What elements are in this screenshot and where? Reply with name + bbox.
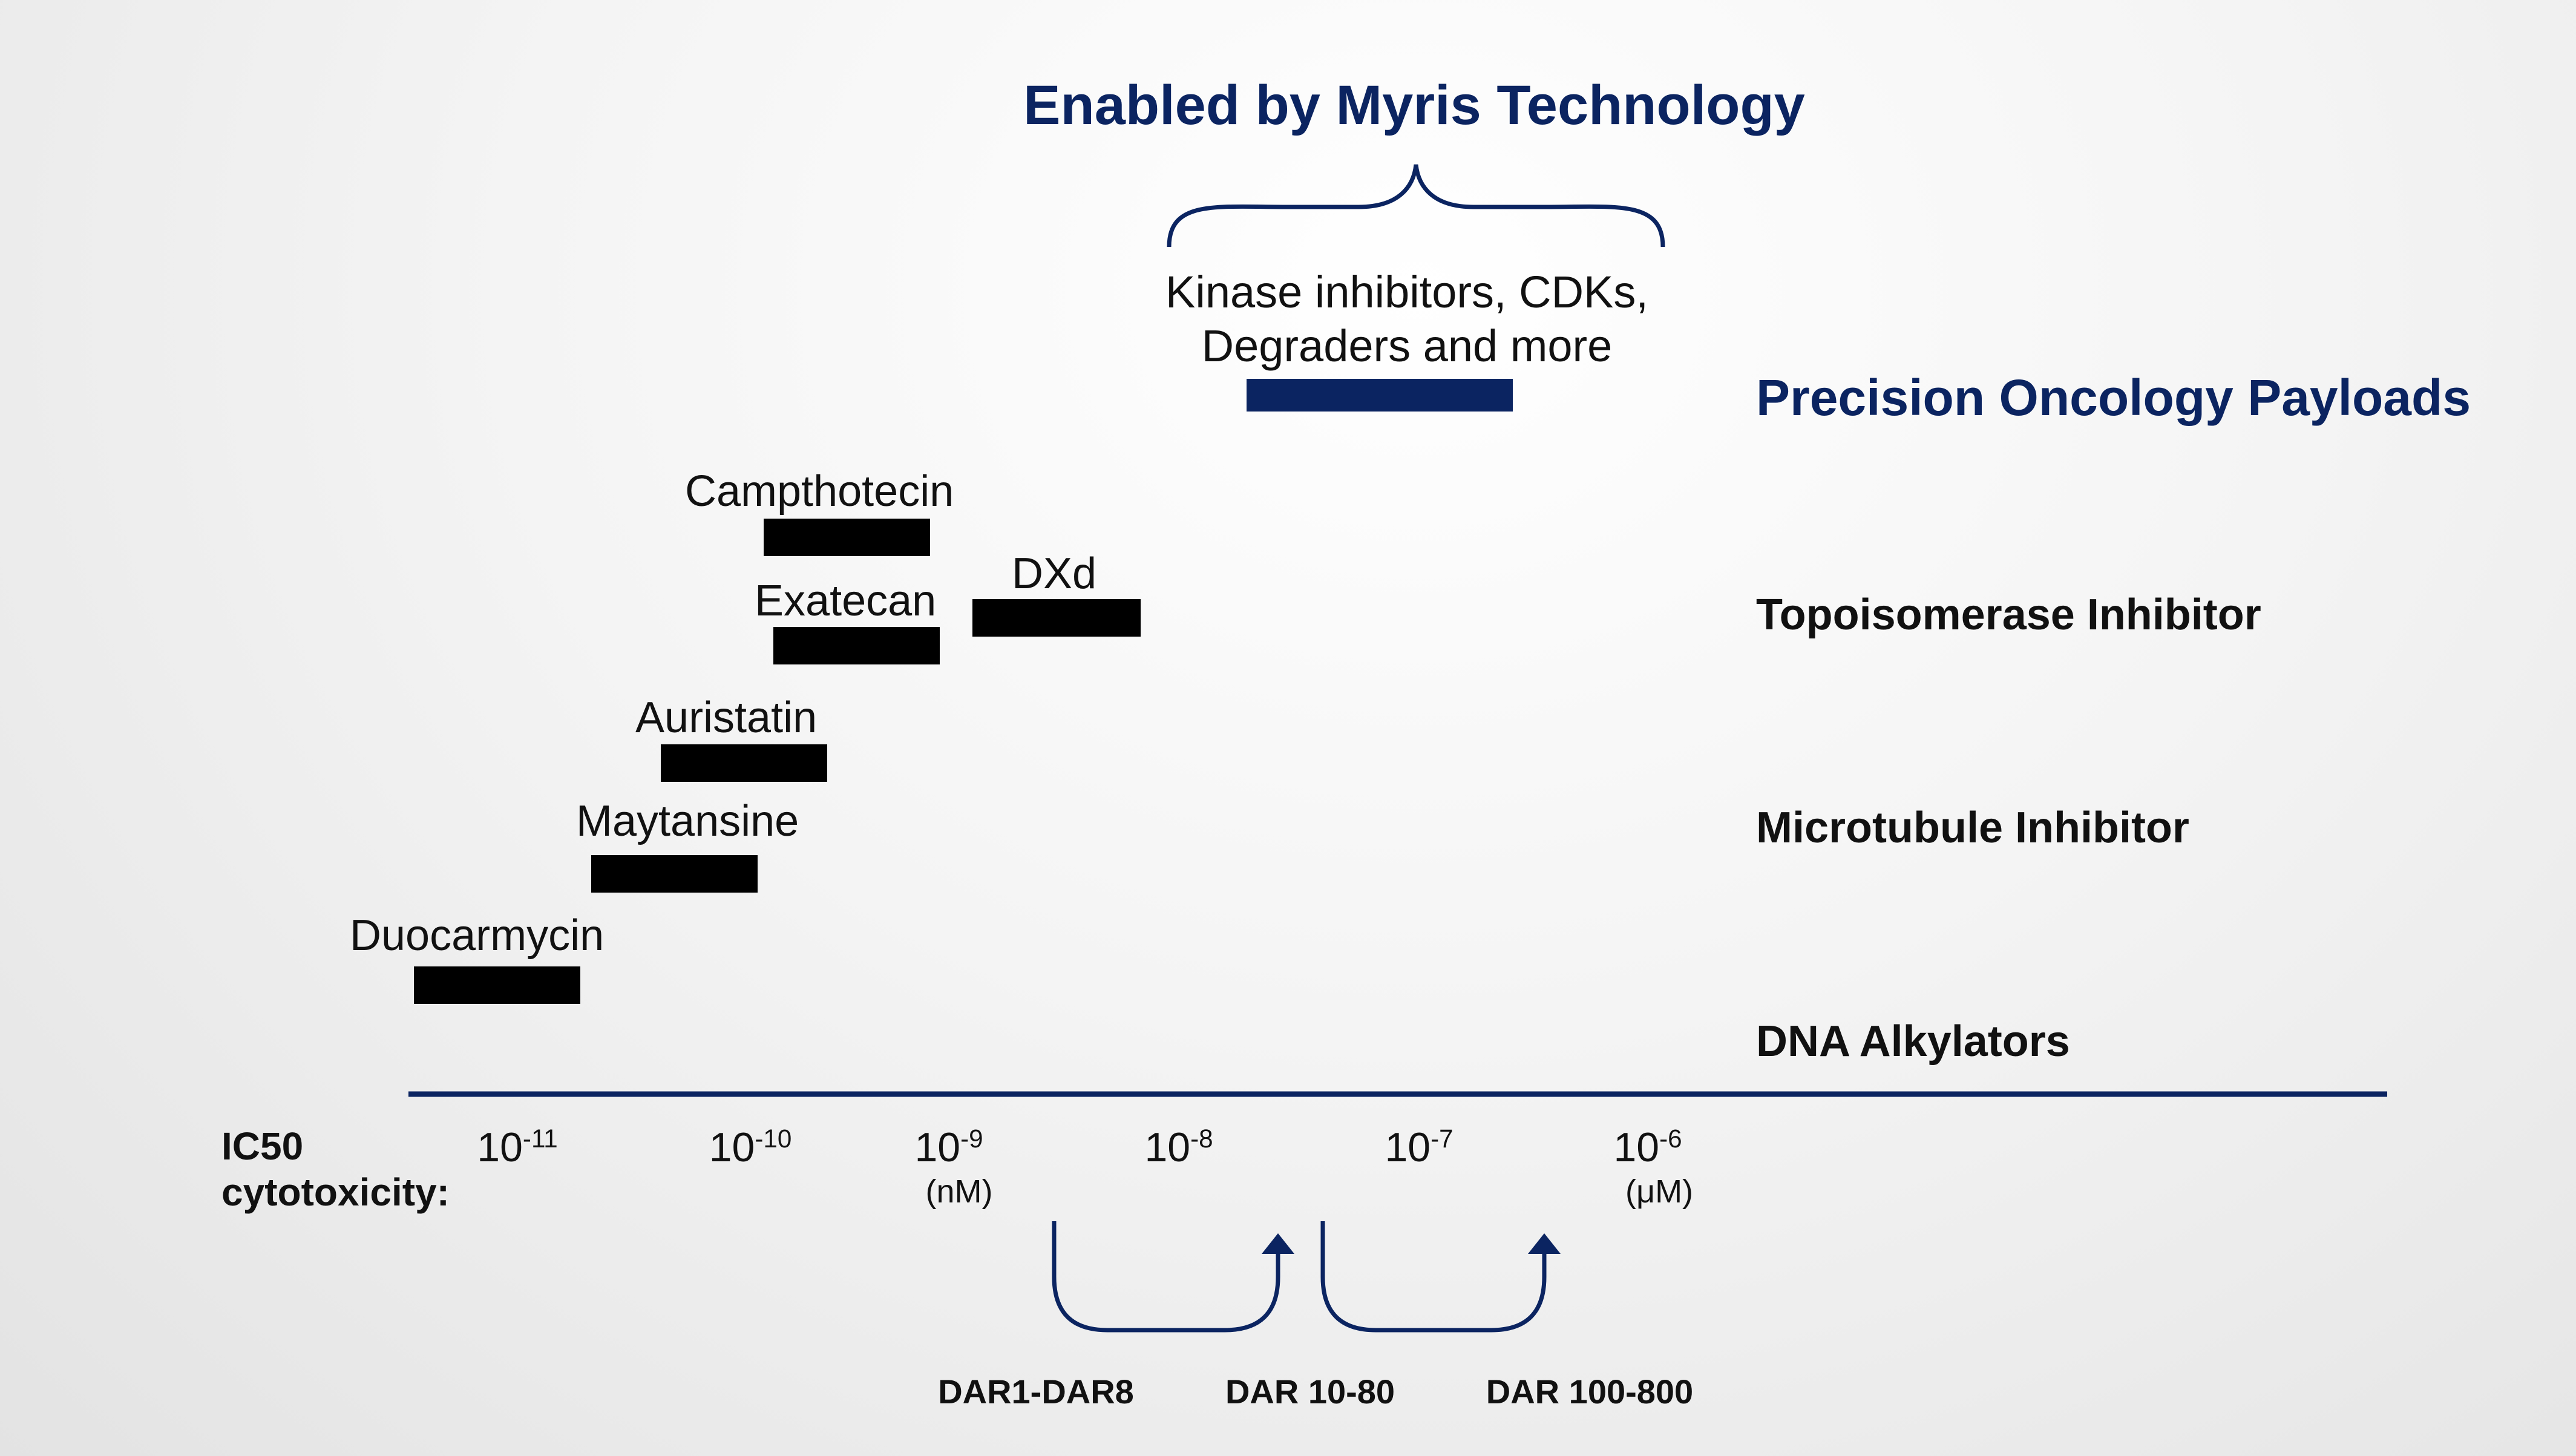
payload-bar-campthotecin [764, 519, 930, 556]
category-microtubule: Microtubule Inhibitor [1756, 804, 2189, 852]
tick-label-1e-7: 10-7 [1385, 1124, 1454, 1170]
axis-label-line2: cytotoxicity: [221, 1170, 450, 1214]
new-payloads-label-line1: Kinase inhibitors, CDKs, [1165, 267, 1648, 317]
payload-label-exatecan: Exatecan [755, 577, 937, 625]
dar-label-1: DAR1-DAR8 [938, 1372, 1134, 1411]
tick-unit-nm: (nM) [925, 1173, 993, 1210]
dar-label-3: DAR 100-800 [1486, 1372, 1694, 1411]
tick-label-1e-10: 10-10 [709, 1124, 792, 1170]
payload-label-dxd: DXd [1012, 549, 1097, 598]
dar-arrow-1 [1052, 1221, 1294, 1333]
payload-bar-dxd [972, 599, 1141, 637]
category-topoisomerase: Topoisomerase Inhibitor [1756, 591, 2261, 639]
category-dna-alkylators: DNA Alkylators [1756, 1017, 2070, 1066]
precision-oncology-bar [1247, 379, 1513, 412]
payload-label-duocarmycin: Duocarmycin [350, 911, 605, 960]
dar-arrow-2 [1320, 1221, 1561, 1333]
tick-label-1e-6: 10-6 [1613, 1124, 1682, 1170]
dar-label-2: DAR 10-80 [1225, 1372, 1395, 1411]
curly-brace [1167, 164, 1665, 248]
page-title: Enabled by Myris Technology [1023, 74, 1805, 136]
tick-label-1e-11: 10-11 [477, 1124, 558, 1170]
payload-label-campthotecin: Campthotecin [685, 467, 954, 516]
payload-label-auristatin: Auristatin [635, 694, 818, 742]
tick-unit-um: (μM) [1625, 1173, 1694, 1210]
payload-bar-maytansine [591, 855, 758, 893]
payload-bar-duocarmycin [414, 966, 580, 1004]
category-precision-oncology: Precision Oncology Payloads [1756, 369, 2471, 426]
tick-label-1e-8: 10-8 [1144, 1124, 1213, 1170]
payload-bar-auristatin [661, 744, 827, 782]
new-payloads-label-line2: Degraders and more [1201, 321, 1613, 371]
payload-bar-exatecan [773, 627, 940, 664]
payload-label-maytansine: Maytansine [576, 797, 799, 845]
tick-label-1e-9: 10-9 [914, 1124, 983, 1170]
axis-label-line1: IC50 [221, 1124, 304, 1168]
